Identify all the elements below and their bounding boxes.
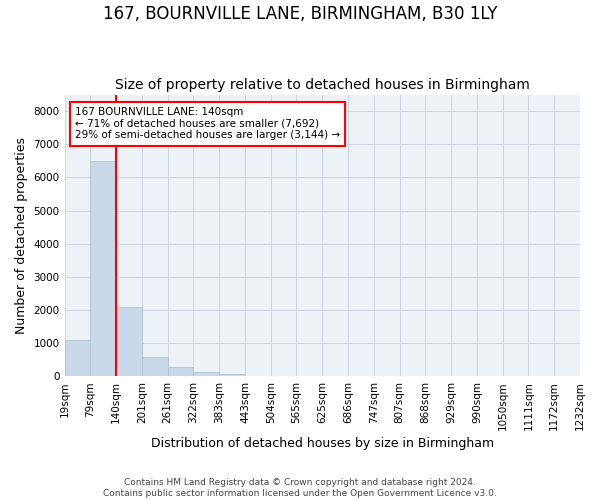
Bar xyxy=(167,367,193,376)
Bar xyxy=(116,307,142,376)
Text: Contains HM Land Registry data © Crown copyright and database right 2024.
Contai: Contains HM Land Registry data © Crown c… xyxy=(103,478,497,498)
Bar xyxy=(142,356,167,376)
Bar xyxy=(193,372,219,376)
Bar xyxy=(65,340,91,376)
X-axis label: Distribution of detached houses by size in Birmingham: Distribution of detached houses by size … xyxy=(151,437,494,450)
Text: 167 BOURNVILLE LANE: 140sqm
← 71% of detached houses are smaller (7,692)
29% of : 167 BOURNVILLE LANE: 140sqm ← 71% of det… xyxy=(75,107,340,140)
Y-axis label: Number of detached properties: Number of detached properties xyxy=(15,137,28,334)
Bar xyxy=(219,374,245,376)
Text: 167, BOURNVILLE LANE, BIRMINGHAM, B30 1LY: 167, BOURNVILLE LANE, BIRMINGHAM, B30 1L… xyxy=(103,5,497,23)
Bar xyxy=(91,161,116,376)
Title: Size of property relative to detached houses in Birmingham: Size of property relative to detached ho… xyxy=(115,78,530,92)
